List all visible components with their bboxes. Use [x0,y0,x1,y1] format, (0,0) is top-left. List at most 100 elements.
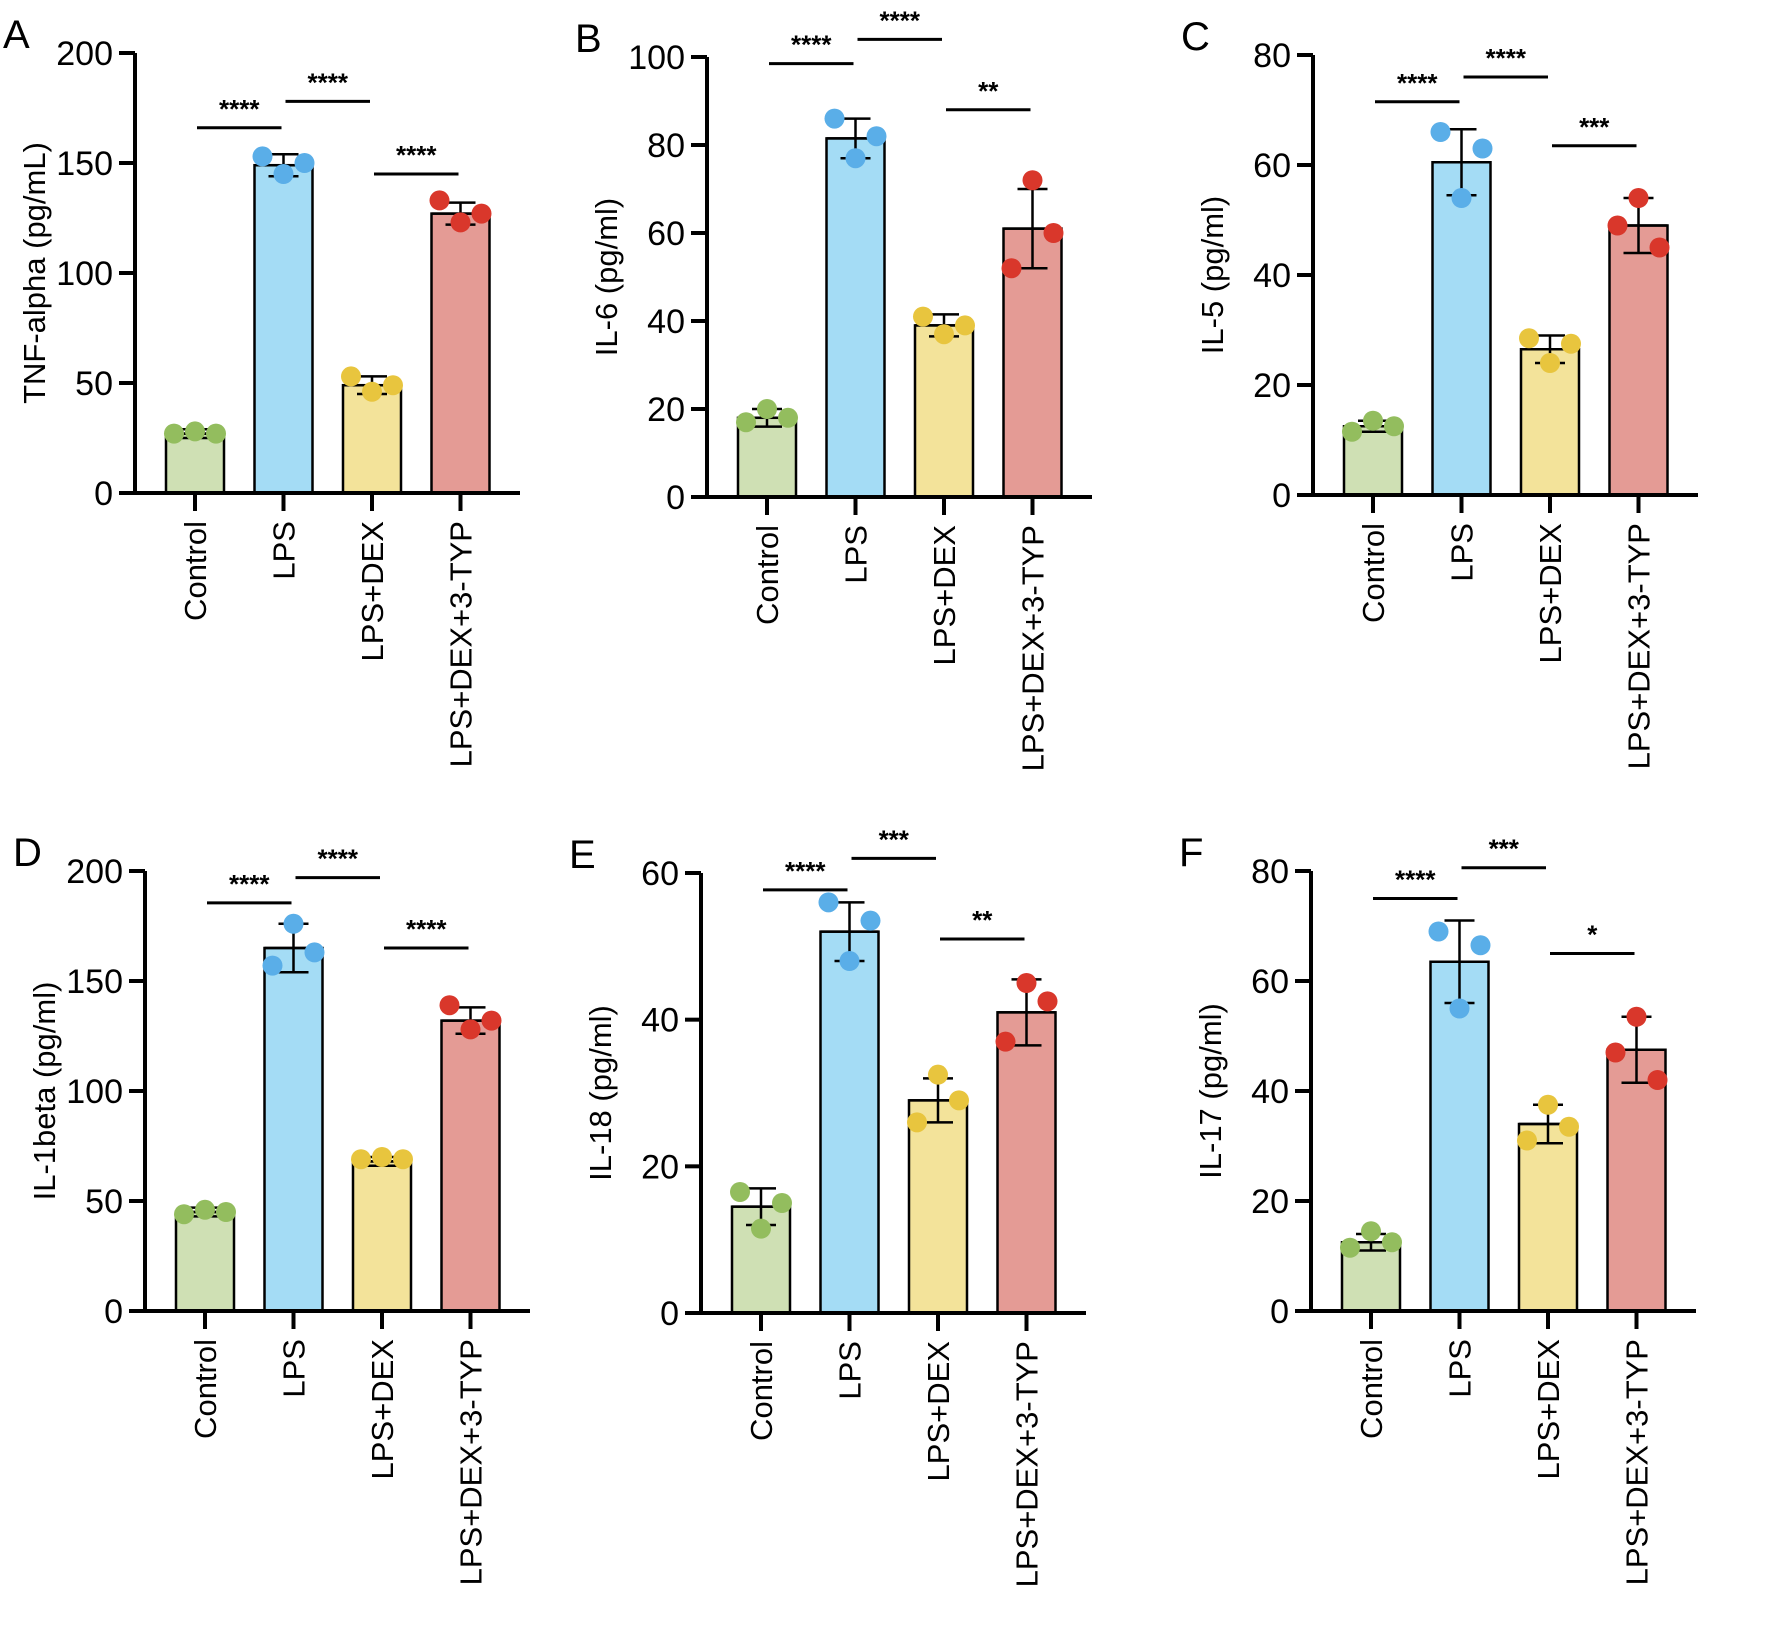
y-tick-label: 200 [66,853,123,891]
data-point [1517,1130,1537,1151]
significance-label: *** [879,824,910,854]
data-point [1559,1116,1579,1137]
y-tick-label: 150 [66,963,123,1001]
x-tick-label: LPS+DEX+3-TYP [444,521,479,767]
bar [430,212,491,495]
data-point [195,1199,215,1220]
data-point [1626,1006,1647,1027]
data-point [351,1149,371,1170]
x-tick-label: LPS+DEX+3-TYP [1010,1341,1045,1587]
y-axis-label: IL-1beta (pg/ml) [27,982,62,1201]
x-tick-label: LPS+DEX+3-TYP [454,1339,489,1585]
data-point [283,913,304,934]
y-tick-label: 50 [75,365,113,403]
x-tick-label: LPS [267,521,302,580]
y-tick-label: 80 [647,127,685,165]
data-point [772,1193,792,1213]
x-tick-label: LPS+DEX+3-TYP [1622,523,1657,769]
significance-label: **** [1486,43,1527,73]
data-point [778,407,798,428]
significance-label: **** [308,67,349,97]
y-tick-label: 0 [104,1293,123,1331]
data-point [362,381,382,402]
data-point [1037,991,1058,1012]
y-tick-label: 0 [666,479,685,517]
significance-label: **** [1397,68,1438,98]
bar [263,946,324,1313]
bar [253,163,314,495]
panel-c: C 0 20 40 60 80 Control LPS LPS+DEX LPS+DEX+3-TYP… [1181,15,1698,769]
data-point [450,212,471,233]
panel-letter: A [3,13,30,57]
data-point [206,423,226,444]
y-tick-label: 60 [641,855,679,893]
data-point [1470,935,1491,956]
data-point [1647,1070,1668,1090]
data-point [185,421,205,442]
x-tick-label: LPS [1443,1339,1478,1398]
data-point [1605,1042,1626,1063]
x-tick-label: Control [1356,523,1391,623]
y-tick-label: 40 [641,1002,679,1040]
y-tick-label: 20 [641,1148,679,1186]
y-axis-label: IL-6 (pg/ml) [589,198,624,356]
y-tick-label: 100 [56,255,113,293]
y-axis-label: IL-5 (pg/ml) [1195,196,1230,354]
data-point [262,955,283,976]
data-point [1384,416,1404,437]
data-point [460,1019,481,1040]
data-point [1449,998,1470,1019]
x-tick-label: LPS [833,1341,868,1400]
bar [913,324,975,499]
bar [996,1011,1057,1315]
x-tick-label: LPS+DEX [365,1339,400,1480]
bar [174,1210,236,1313]
data-point [730,1182,750,1202]
panel-d: D 0 50 100 150 200 Control LPS LPS+DEX LPS+DEX+3-… [13,831,530,1585]
data-point [1519,328,1539,349]
data-point [393,1149,413,1170]
y-axis-label: IL-18 (pg/ml) [583,1005,618,1181]
y-tick-label: 20 [1253,367,1291,405]
bar [351,1160,413,1313]
panel-e: E 0 20 40 60 Control LPS LPS+DEX LPS+DEX+3-TYP IL… [569,824,1086,1587]
data-point [164,423,184,444]
significance-label: ** [978,76,999,106]
y-tick-label: 100 [66,1073,123,1111]
panel-f: F 0 20 40 60 80 Control LPS LPS+DEX LPS+DEX+3-TYP… [1179,831,1696,1585]
data-point [757,399,777,419]
data-point [216,1202,236,1222]
x-tick-label: Control [178,521,213,621]
y-tick-label: 60 [1251,963,1289,1001]
y-tick-label: 20 [647,391,685,429]
data-point [1540,353,1560,373]
panel-letter: B [575,17,602,61]
panel-letter: E [569,833,596,877]
x-tick-label: Control [188,1339,223,1439]
data-point [1430,122,1451,142]
data-point [934,324,954,345]
y-tick-label: 0 [1272,477,1291,515]
data-point [1022,170,1043,191]
y-tick-label: 200 [56,35,113,73]
data-point [824,108,845,129]
y-tick-label: 50 [85,1183,123,1221]
bar [440,1019,501,1313]
data-point [1538,1094,1558,1115]
y-axis-label: TNF-alpha (pg/mL) [17,142,52,404]
bar [1429,960,1490,1313]
y-tick-label: 0 [660,1295,679,1333]
significance-label: **** [318,844,359,874]
data-point [273,164,294,184]
bar [1431,161,1492,497]
data-point [1361,1221,1381,1242]
data-point [1607,215,1628,236]
data-point [341,366,361,387]
data-point [1001,258,1022,279]
x-tick-label: LPS+DEX [927,525,962,666]
data-point [955,315,975,336]
significance-label: **** [229,869,270,899]
significance-label: * [1587,920,1598,950]
bar [1608,224,1669,497]
